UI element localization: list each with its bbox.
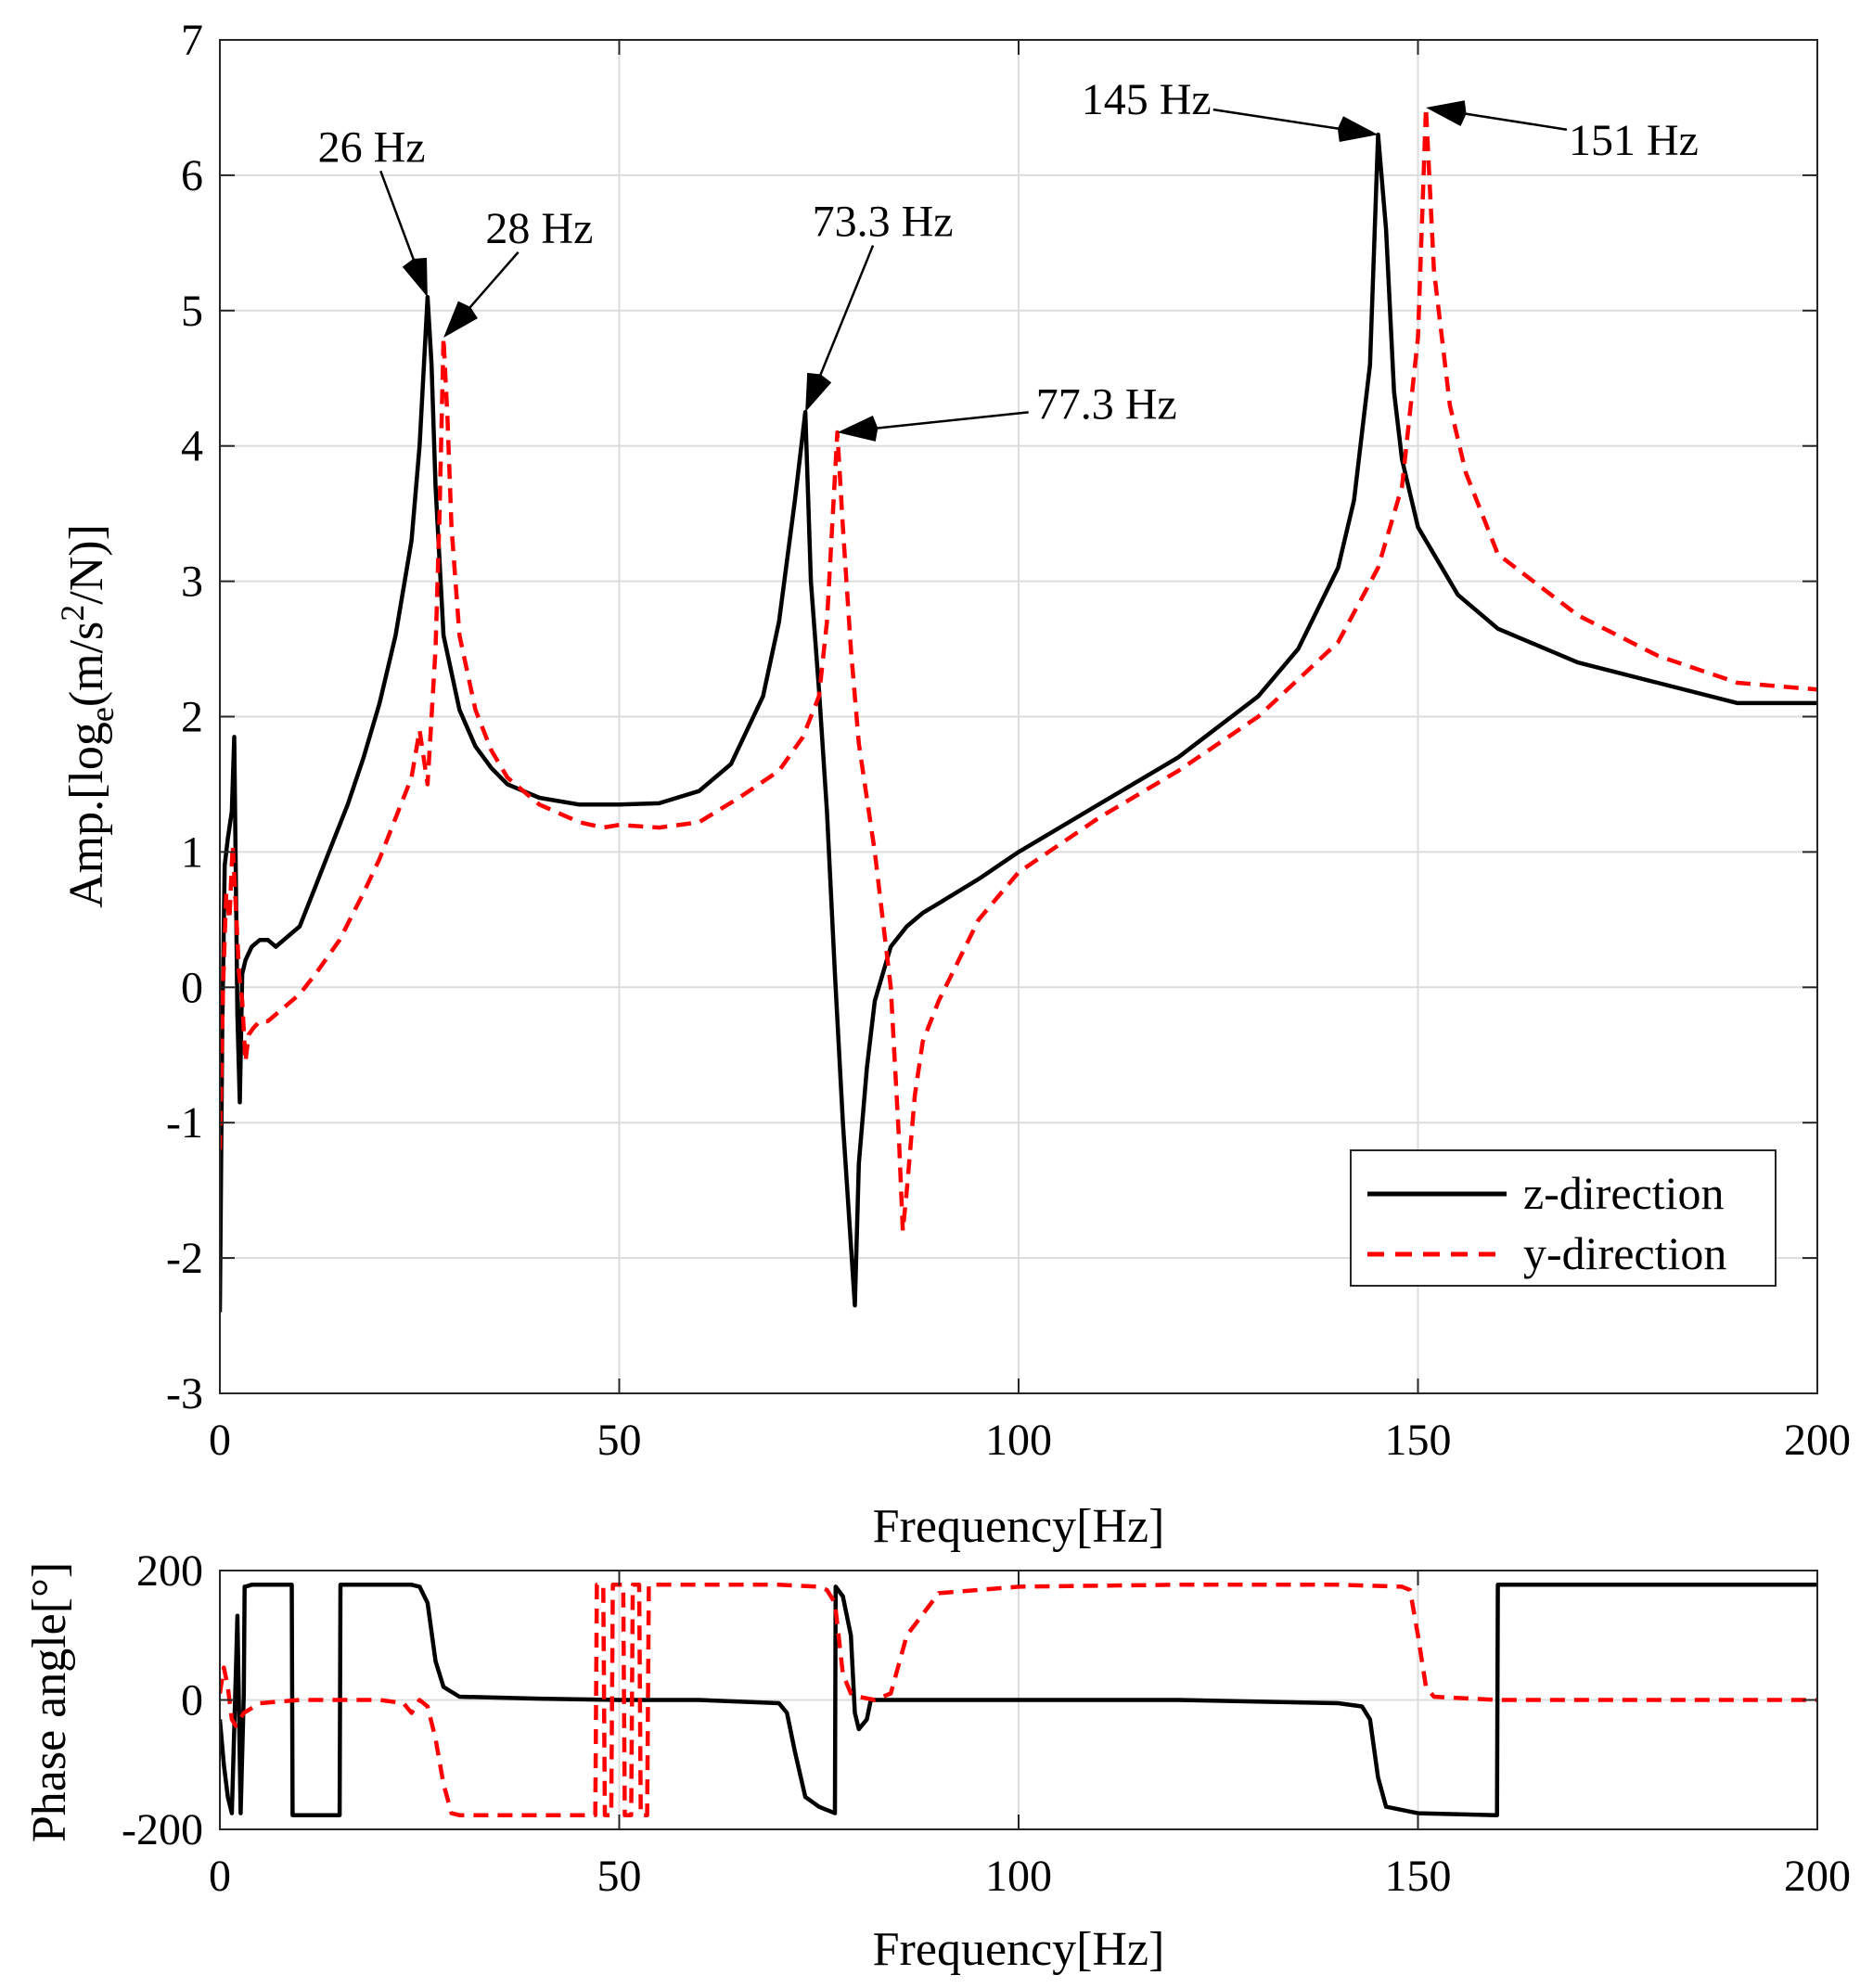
annotation-arrow-shaft <box>1212 108 1342 131</box>
annotation-arrow-head <box>837 415 879 442</box>
y-tick-label: 0 <box>181 963 203 1012</box>
legend-label-z: z-direction <box>1523 1167 1725 1219</box>
peak-annotation-label: 145 Hz <box>1082 75 1212 124</box>
ylabel-mid: (m/s <box>60 622 113 707</box>
ylabel-sub: e <box>83 707 121 722</box>
annotation-arrow-shaft <box>1462 111 1568 131</box>
y-tick-label: 5 <box>181 287 203 336</box>
peak-annotation-label: 26 Hz <box>318 122 426 172</box>
peak-annotation-label: 28 Hz <box>485 204 593 253</box>
phase-y-axis-label: Phase angle[°] <box>23 1562 76 1842</box>
x-tick-label: 150 <box>1385 1416 1452 1465</box>
annotation-arrow-shaft <box>818 245 875 378</box>
series-line-z-direction <box>220 132 1817 1313</box>
legend-label-y: y-direction <box>1523 1227 1726 1279</box>
x-tick-label: 100 <box>985 1852 1052 1901</box>
series-line-z-direction <box>220 1583 1817 1817</box>
y-tick-label: 200 <box>136 1546 203 1596</box>
amplitude-chart: 0 50 100 150 200 -3 -2 -1 0 1 2 3 4 5 6 7 26 Hz 28 Hz 73.… <box>54 16 1851 1553</box>
annotation-arrow-head <box>1337 116 1379 142</box>
y-tick-label: -3 <box>166 1369 203 1418</box>
y-tick-label: 3 <box>181 558 203 607</box>
peak-annotation-label: 151 Hz <box>1569 116 1699 165</box>
y-tick-label: 6 <box>181 151 203 200</box>
annotation-arrow-head <box>1426 100 1467 126</box>
y-tick-label: 2 <box>181 693 203 742</box>
y-tick-label: 0 <box>181 1676 203 1725</box>
y-tick-label: 4 <box>181 422 203 471</box>
ylabel-end: /N)] <box>60 524 113 605</box>
amplitude-ticks: 0 50 100 150 200 -3 -2 -1 0 1 2 3 4 5 6 7 <box>166 16 1851 1465</box>
annotation-arrow-head <box>443 301 478 338</box>
x-tick-label: 200 <box>1784 1416 1851 1465</box>
annotation-arrow-shaft <box>874 411 1029 430</box>
annotation-arrow-head <box>805 372 832 413</box>
amplitude-annotations: 26 Hz 28 Hz 73.3 Hz 77.3 Hz 145 Hz 151 Hz <box>318 75 1699 442</box>
x-tick-label: 200 <box>1784 1852 1851 1901</box>
series-line-y-direction <box>220 1583 1817 1817</box>
phase-series <box>220 1583 1817 1817</box>
series-line-y-direction <box>220 105 1817 1234</box>
annotation-arrow-shaft <box>379 170 417 263</box>
y-tick-label: -2 <box>166 1234 203 1283</box>
y-tick-label: 1 <box>181 827 203 877</box>
amplitude-x-axis-label: Frequency[Hz] <box>873 1500 1165 1553</box>
x-tick-label: 50 <box>597 1852 642 1901</box>
x-tick-label: 150 <box>1385 1852 1452 1901</box>
annotation-arrow-shaft <box>467 251 520 311</box>
ylabel-main: Amp.[log <box>60 722 113 908</box>
peak-annotation-label: 73.3 Hz <box>813 198 954 247</box>
x-tick-label: 0 <box>209 1852 231 1901</box>
phase-x-axis-label: Frequency[Hz] <box>873 1923 1165 1976</box>
amplitude-y-axis-label: Amp.[loge(m/s2/N)] <box>54 524 121 908</box>
amplitude-series <box>220 105 1817 1313</box>
legend-box <box>1350 1149 1777 1287</box>
ylabel-sup: 2 <box>54 605 91 622</box>
x-tick-label: 0 <box>209 1416 231 1465</box>
x-tick-label: 50 <box>597 1416 642 1465</box>
annotation-arrow-head <box>402 257 428 298</box>
y-tick-label: 7 <box>181 16 203 65</box>
legend: z-direction y-direction <box>1350 1149 1777 1287</box>
peak-annotation-label: 77.3 Hz <box>1036 380 1177 430</box>
y-tick-label: -200 <box>122 1805 203 1854</box>
x-tick-label: 100 <box>985 1416 1052 1465</box>
y-tick-label: -1 <box>166 1098 203 1148</box>
